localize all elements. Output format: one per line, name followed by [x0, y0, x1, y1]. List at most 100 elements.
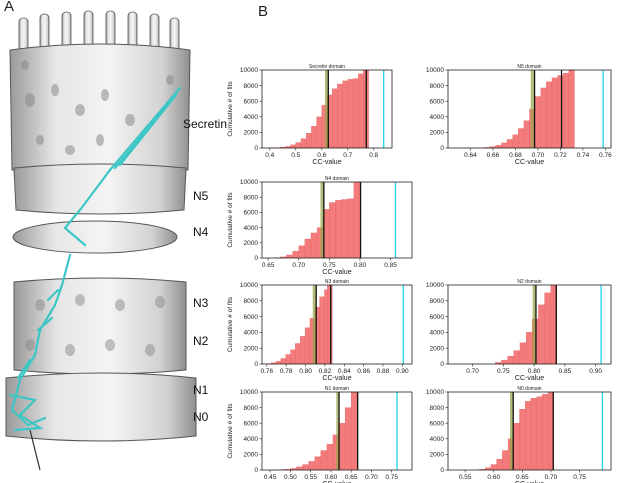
- histogram-bar: [538, 304, 545, 365]
- histogram-bar: [327, 284, 333, 365]
- histogram-bar: [495, 145, 502, 149]
- histogram-bar: [332, 88, 338, 149]
- x-axis-label: CC-value: [515, 375, 544, 382]
- x-tick-label: 0.76: [261, 368, 274, 375]
- chart-title: N2 domain: [517, 279, 541, 285]
- y-tick-label: 10000: [240, 179, 258, 186]
- plot-frame: [261, 181, 413, 259]
- histogram-bar: [286, 254, 293, 259]
- histogram-bar: [507, 355, 514, 365]
- x-tick-label: 0.76: [599, 152, 612, 159]
- y-tick-label: 6000: [244, 210, 259, 217]
- chart-title: N4 domain: [325, 176, 349, 182]
- y-tick-label: 10000: [426, 389, 444, 396]
- x-tick-label: 0.80: [528, 368, 541, 375]
- histogram-n5: 0.64 0.66 0.68 0.70 0.72 0.74 0.76 0 2000 4000 600…: [426, 64, 612, 166]
- x-tick-label: 0.55: [304, 474, 317, 481]
- y-tick-label: 10000: [426, 282, 444, 289]
- histogram-n4: 0.65 0.70 0.75 0.80 0.85 0 2000 4000 6000 8000 100…: [227, 176, 413, 276]
- histogram-n2: 0.70 0.75 0.80 0.85 0.90 0 2000 4000 6000 8000 100…: [426, 279, 612, 382]
- n3-n2-holes: [25, 294, 165, 356]
- y-tick-label: 8000: [244, 83, 259, 90]
- histogram-bar: [335, 200, 342, 259]
- x-tick-label: 0.70: [365, 474, 378, 481]
- histogram-bar: [490, 464, 497, 471]
- y-tick-label: 4000: [430, 330, 445, 337]
- x-tick-label: 0.55: [459, 474, 472, 481]
- histogram-bar: [519, 409, 526, 471]
- histogram-bar: [347, 79, 354, 149]
- x-axis-label: CC-value: [322, 481, 351, 483]
- y-tick-label: 4000: [244, 225, 259, 232]
- x-tick-label: 0.70: [292, 262, 305, 269]
- label-n4: N4: [193, 225, 209, 239]
- y-tick-label: 6000: [430, 314, 445, 321]
- chart-title: N3 domain: [325, 279, 349, 285]
- y-tick-label: 8000: [430, 83, 445, 90]
- y-axis-label: Cumulative # of fits: [227, 403, 234, 459]
- label-secretin: Secretin: [183, 117, 228, 131]
- histogram-bar: [530, 398, 537, 471]
- x-tick-label: 0.75: [385, 474, 398, 481]
- histogram-bar: [290, 144, 296, 149]
- x-tick-label: 0.65: [345, 474, 358, 481]
- x-tick-label: 0.50: [284, 474, 297, 481]
- y-tick-label: 6000: [244, 98, 259, 105]
- histogram-n3: 0.76 0.78 0.80 0.82 0.84 0.86 0.88 0.90 0 2000 400…: [227, 279, 413, 382]
- y-tick-label: 0: [440, 467, 444, 474]
- y-tick-label: 2000: [244, 240, 259, 247]
- histogram-bar: [295, 142, 302, 149]
- histogram-bar: [280, 358, 286, 365]
- y-tick-label: 0: [254, 361, 258, 368]
- x-tick-label: 0.70: [466, 368, 479, 375]
- label-n5: N5: [193, 189, 209, 203]
- histogram-bar: [295, 343, 301, 365]
- histogram-bar: [506, 139, 513, 149]
- secretin-holes: [21, 60, 174, 155]
- histogram-bar: [551, 77, 558, 149]
- x-tick-label: 0.68: [509, 152, 522, 159]
- x-tick-label: 0.85: [384, 262, 397, 269]
- y-tick-label: 2000: [244, 345, 259, 352]
- x-tick-label: 0.45: [264, 474, 277, 481]
- histogram-bar: [285, 354, 291, 365]
- y-tick-label: 8000: [244, 194, 259, 201]
- x-tick-label: 0.85: [559, 368, 572, 375]
- histogram-bar: [275, 361, 282, 365]
- histogram-bar: [298, 245, 306, 259]
- x-tick-label: 0.70: [545, 474, 558, 481]
- x-tick-label: 0.70: [532, 152, 545, 159]
- x-tick-label: 0.86: [357, 368, 370, 375]
- histogram-bar: [501, 142, 508, 149]
- histogram-bar: [304, 327, 311, 365]
- x-tick-label: 0.8: [369, 152, 378, 159]
- histogram-bar: [496, 458, 503, 471]
- histogram-bar: [302, 464, 309, 471]
- histogram-bar: [347, 198, 354, 259]
- histogram-bar: [542, 394, 549, 471]
- x-axis-label: CC-value: [322, 375, 351, 382]
- x-tick-label: 0.4: [265, 152, 274, 159]
- y-tick-label: 8000: [244, 298, 259, 305]
- fitted-model-ribbon: [8, 86, 182, 432]
- y-tick-label: 0: [254, 467, 258, 474]
- x-tick-label: 0.60: [325, 474, 338, 481]
- histogram-bar: [518, 128, 525, 149]
- x-tick-label: 0.60: [487, 474, 500, 481]
- histogram-bar: [502, 450, 509, 471]
- histogram-bar: [557, 75, 564, 149]
- x-tick-label: 0.75: [323, 262, 336, 269]
- plot-frame: [261, 284, 413, 365]
- histogram-bar: [534, 96, 541, 149]
- y-tick-label: 4000: [430, 114, 445, 121]
- label-n0: N0: [193, 410, 209, 424]
- y-tick-label: 6000: [244, 420, 259, 427]
- y-tick-label: 2000: [430, 345, 445, 352]
- y-tick-label: 10000: [240, 389, 258, 396]
- histogram-bar: [540, 87, 547, 149]
- histogram-secretin: 0.4 0.5 0.6 0.7 0.8 0 2000 4000 6000 8000 10000 Sec…: [227, 64, 393, 166]
- histogram-bar: [310, 232, 318, 259]
- x-tick-label: 0.90: [589, 368, 602, 375]
- y-tick-label: 4000: [244, 114, 259, 121]
- histogram-bar: [314, 456, 321, 471]
